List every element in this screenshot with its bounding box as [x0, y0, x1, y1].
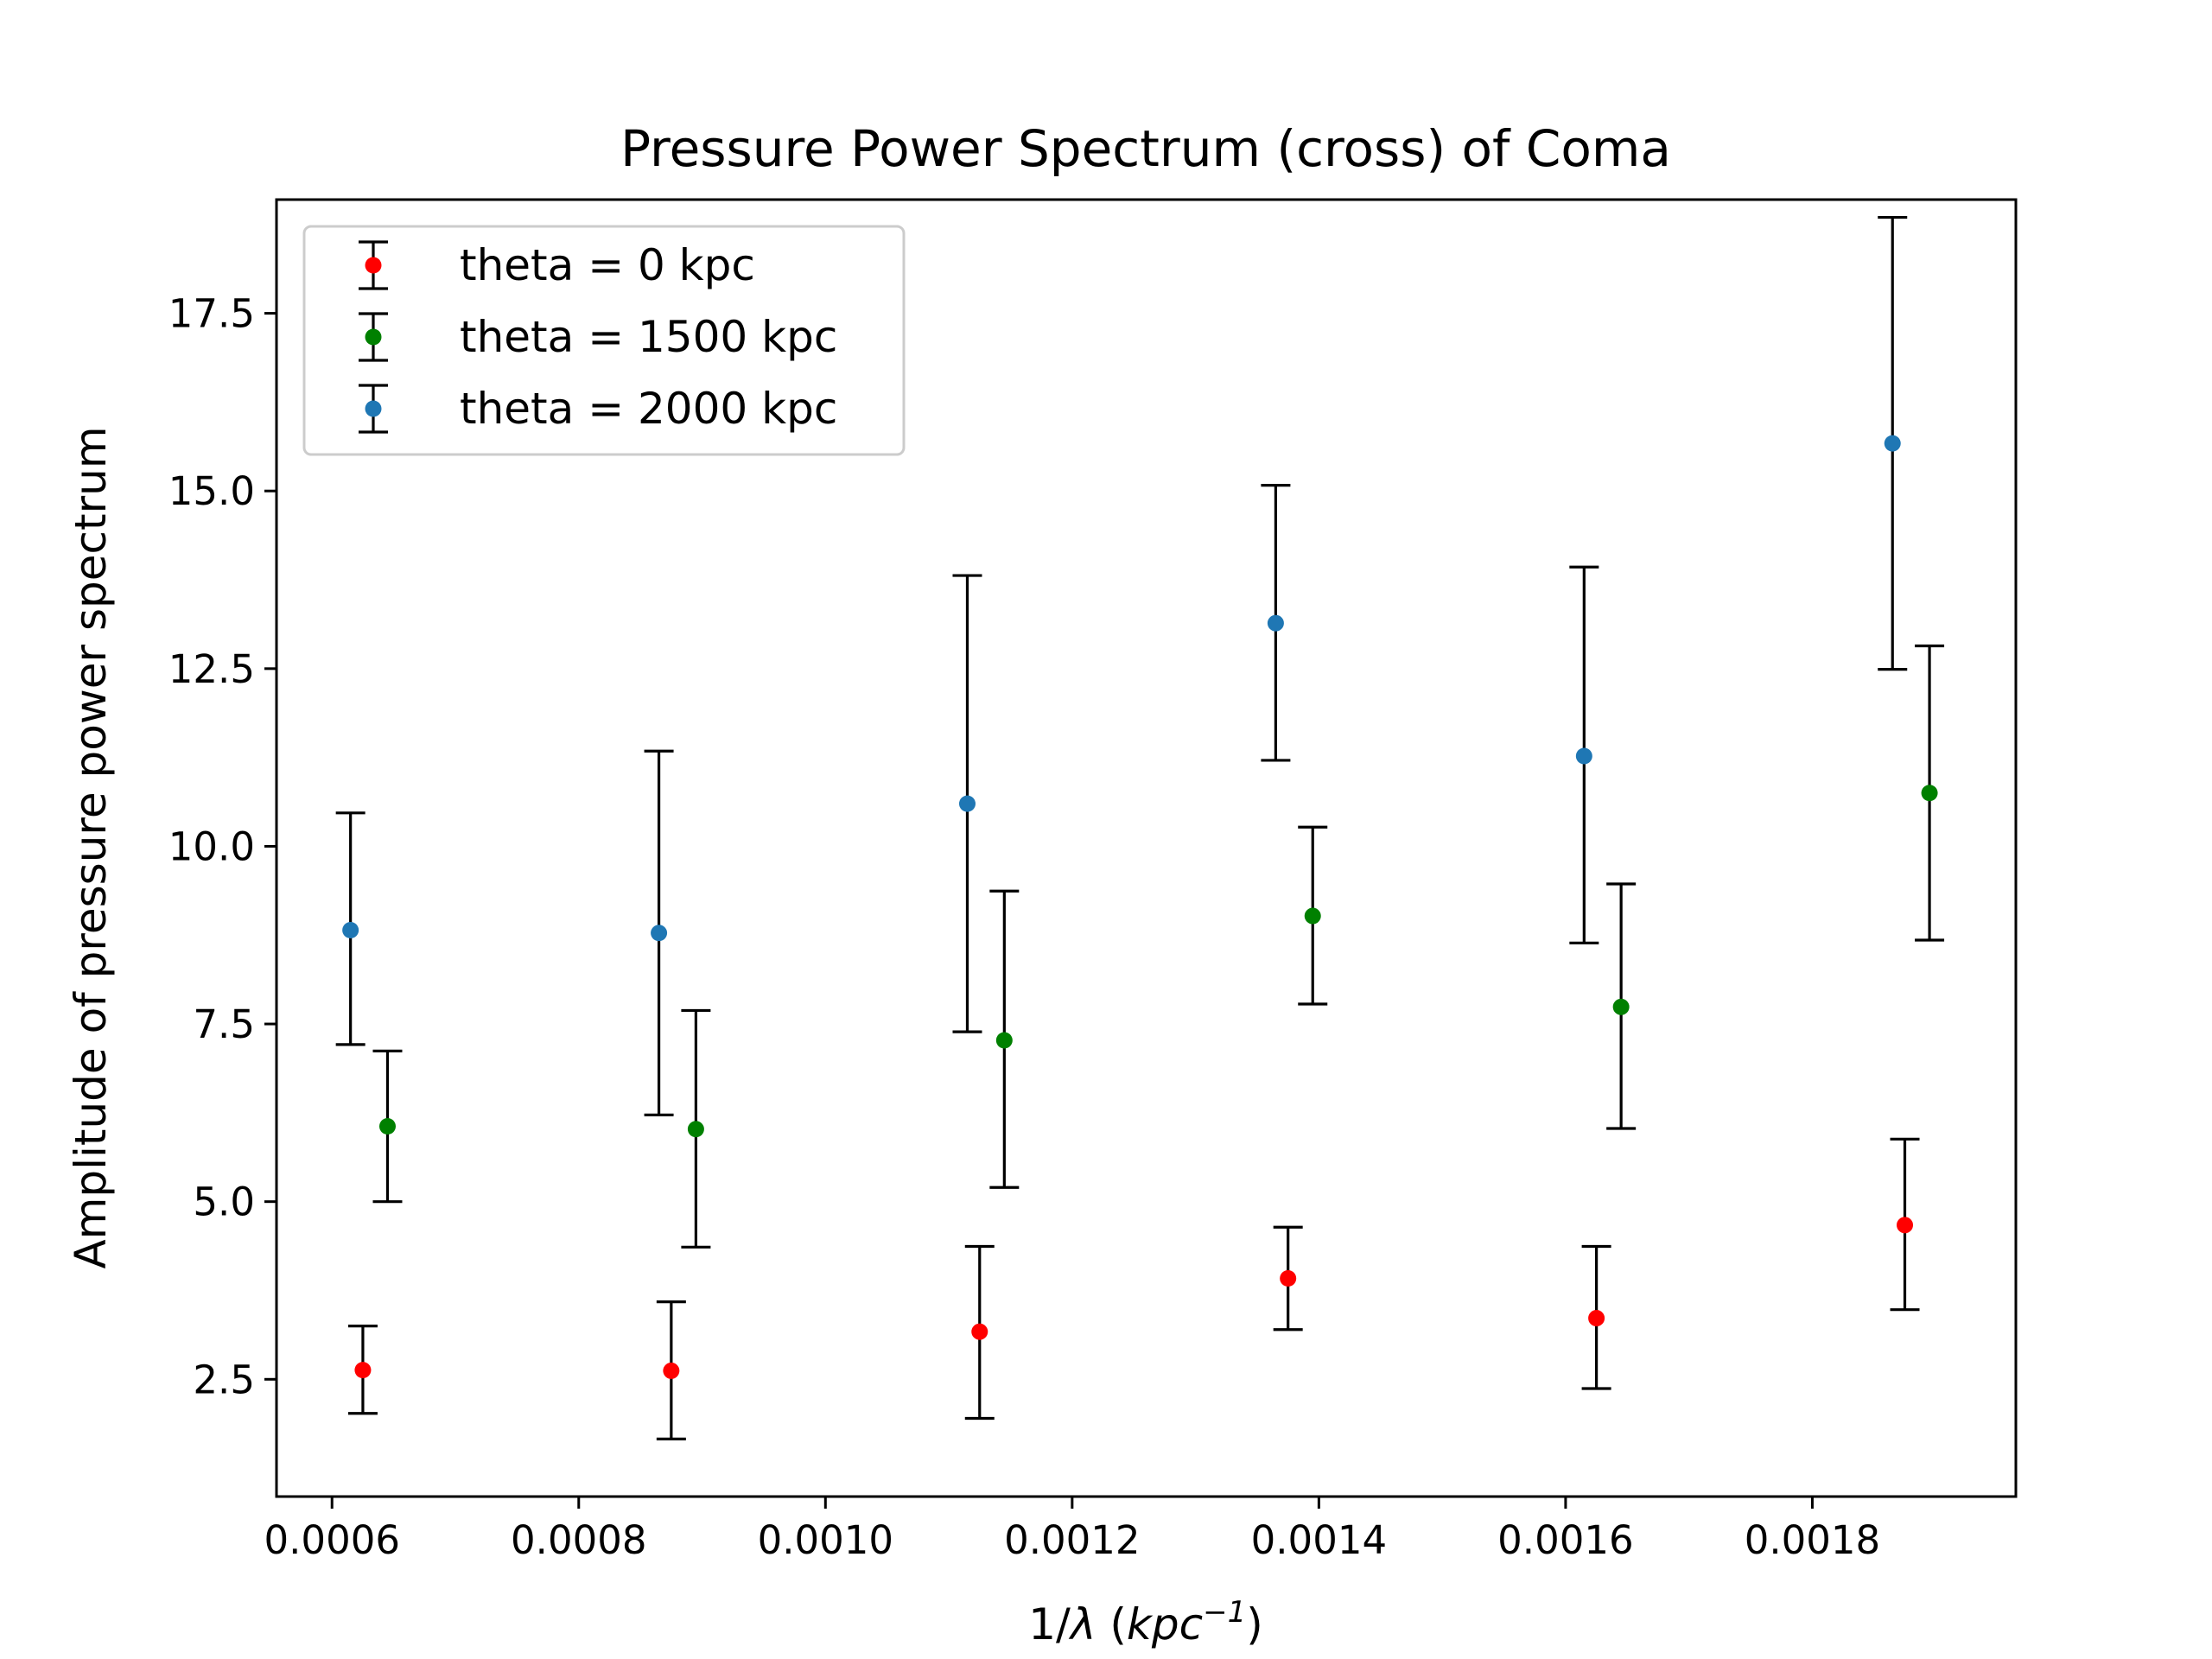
data-point — [354, 1362, 372, 1379]
data-point — [1304, 907, 1321, 925]
y-tick-label: 12.5 — [168, 646, 255, 692]
data-point — [995, 1032, 1013, 1049]
data-point — [1612, 998, 1630, 1015]
y-tick-label: 17.5 — [168, 291, 255, 337]
legend-marker — [365, 328, 382, 346]
x-tick-label: 0.0008 — [511, 1517, 646, 1563]
y-axis-ticks: 2.5 5.0 7.5 10.0 12.5 15.0 17.5 — [168, 291, 276, 1402]
legend: theta = 0 kpc theta = 1500 kpc theta = 200… — [302, 225, 906, 456]
data-point — [1588, 1310, 1605, 1327]
x-tick-label: 0.0016 — [1497, 1517, 1633, 1563]
data-point — [663, 1362, 680, 1379]
data-point — [1280, 1270, 1297, 1287]
legend-frame — [302, 225, 906, 456]
x-axis-label-unit: kpc — [1127, 1599, 1203, 1649]
data-point — [1897, 1217, 1914, 1234]
data-point — [1884, 435, 1901, 452]
x-axis-ticks: 0.0006 0.0008 0.0010 0.0012 0.0014 0.0016 0.00… — [264, 1497, 1880, 1563]
x-tick-label: 0.0014 — [1251, 1517, 1387, 1563]
x-axis-label-exponent: −1 — [1203, 1595, 1246, 1630]
x-tick-label: 0.0006 — [264, 1517, 400, 1563]
legend-label: theta = 2000 kpc — [460, 384, 837, 434]
data-point — [958, 795, 976, 812]
y-tick-label: 15.0 — [168, 468, 255, 514]
x-tick-label: 0.0018 — [1745, 1517, 1880, 1563]
x-axis-label: 1/λ (kpc−1) — [1028, 1595, 1263, 1649]
legend-label: theta = 1500 kpc — [460, 312, 837, 362]
data-point — [971, 1323, 988, 1340]
data-point — [342, 921, 359, 938]
legend-marker — [365, 257, 382, 274]
x-tick-label: 0.0010 — [758, 1517, 893, 1563]
data-point — [378, 1117, 396, 1135]
data-point — [1575, 747, 1592, 765]
x-axis-label-prefix: 1/ — [1028, 1599, 1071, 1649]
x-axis-label-lambda: λ — [1068, 1599, 1096, 1649]
legend-label: theta = 0 kpc — [460, 240, 755, 290]
data-point — [1921, 785, 1938, 802]
chart-title: Pressure Power Spectrum (cross) of Coma — [620, 119, 1671, 178]
y-tick-label: 2.5 — [193, 1357, 255, 1402]
y-tick-label: 10.0 — [168, 823, 255, 869]
x-tick-label: 0.0012 — [1004, 1517, 1140, 1563]
y-tick-label: 7.5 — [193, 1001, 255, 1047]
data-points — [342, 435, 1938, 1379]
y-axis-label: Amplitude of pressure power spectrum — [66, 426, 116, 1268]
plot-frame — [275, 198, 2018, 1498]
data-point — [687, 1121, 704, 1138]
legend-marker — [365, 400, 382, 417]
y-tick-label: 5.0 — [193, 1179, 255, 1225]
x-axis-label-open: ( — [1096, 1599, 1127, 1649]
x-axis-label-close: ) — [1246, 1599, 1263, 1649]
data-point — [651, 925, 668, 942]
data-point — [1267, 614, 1284, 632]
